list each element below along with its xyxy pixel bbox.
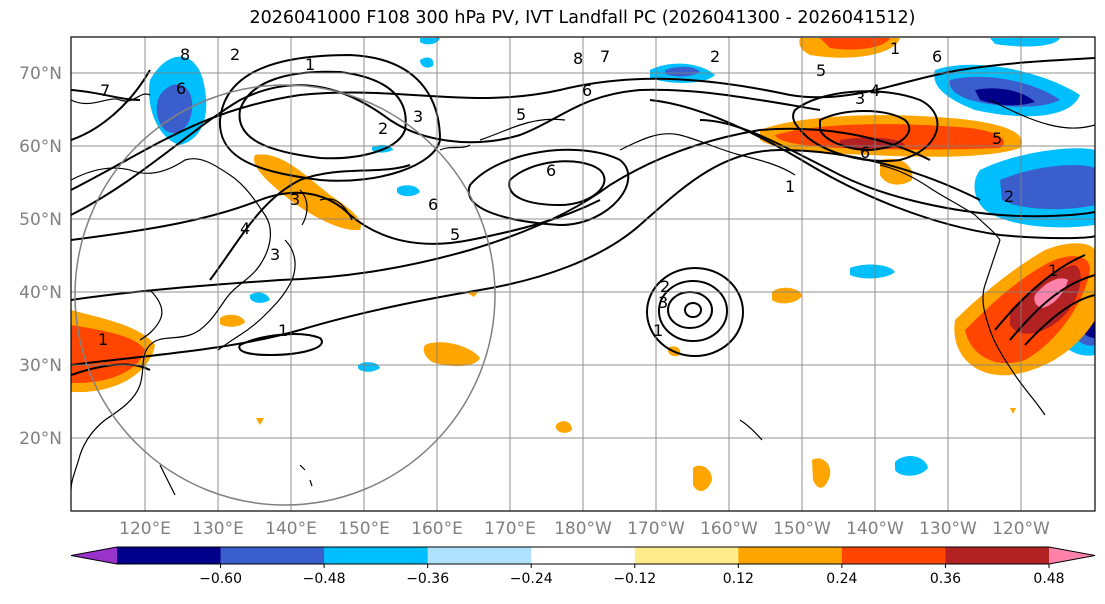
colorbar-tick-label: −0.48 — [303, 571, 346, 587]
contour-label: 1 — [785, 177, 795, 196]
lat-label: 40°N — [19, 283, 62, 303]
colorbar-tick-label: 0.36 — [930, 571, 961, 587]
contour-label: 4 — [240, 219, 250, 238]
colorbar-outline — [70, 546, 1096, 565]
lat-label: 30°N — [19, 356, 62, 376]
contour-label: 6 — [582, 81, 592, 100]
colorbar-extend-low — [71, 547, 117, 564]
longitude-labels: 120°E 130°E 140°E 150°E 160°E 170°E 180°… — [119, 519, 1050, 539]
contour-label: 3 — [270, 245, 280, 264]
colorbar-tick-label: 0.48 — [1033, 571, 1064, 587]
contour-label: 8 — [573, 49, 583, 68]
contour-label: 2 — [1004, 187, 1014, 206]
colorbar: −0.60 −0.48 −0.36 −0.24 −0.12 0.12 0.24 0.36 0.4… — [70, 546, 1096, 587]
colorbar-tick-label: −0.36 — [406, 571, 449, 587]
lon-label: 170°E — [484, 519, 536, 539]
contour-label: 6 — [860, 143, 870, 162]
contour-label: 5 — [450, 225, 460, 244]
pv-contours — [71, 53, 1095, 376]
contour-label: 1 — [98, 330, 108, 349]
graticule — [71, 37, 1095, 511]
contour-label: 1 — [278, 321, 288, 340]
contour-label: 3 — [290, 190, 300, 209]
contour-label: 1 — [1048, 261, 1058, 280]
lon-label: 130°E — [192, 519, 244, 539]
contour-label: 5 — [516, 105, 526, 124]
contour-label: 6 — [428, 195, 438, 214]
colorbar-box — [220, 547, 325, 564]
lat-label: 20°N — [19, 429, 62, 449]
contour-label: 1 — [653, 321, 663, 340]
colorbar-box — [117, 547, 222, 564]
contour-label: 8 — [180, 45, 190, 64]
latitude-labels: 70°N 60°N 50°N 40°N 30°N 20°N — [19, 64, 62, 449]
contour-label: 2 — [660, 277, 670, 296]
contour-label: 5 — [816, 61, 826, 80]
colorbar-tick-label: 0.12 — [723, 571, 754, 587]
map-frame — [70, 36, 1096, 512]
colorbar-box — [945, 547, 1050, 564]
lon-label: 150°W — [773, 519, 831, 539]
contour-label: 6 — [546, 161, 556, 180]
colorbar-tick-label: −0.12 — [613, 571, 656, 587]
contour-label: 7 — [600, 47, 610, 66]
lon-label: 150°E — [338, 519, 390, 539]
colorbar-tick-label: −0.24 — [510, 571, 553, 587]
colorbar-tick-label: 0.24 — [826, 571, 857, 587]
lon-label: 140°W — [846, 519, 904, 539]
lon-label: 130°W — [919, 519, 977, 539]
contour-label: 3 — [855, 89, 865, 108]
lon-label: 180°W — [554, 519, 612, 539]
contour-labels: 7 8 6 2 1 2 3 5 8 7 6 6 6 5 3 4 3 1 1 2 … — [98, 39, 1058, 349]
contour-label: 2 — [710, 47, 720, 66]
coastlines — [71, 93, 1095, 496]
lon-label: 160°E — [411, 519, 463, 539]
reference-circle — [74, 84, 496, 506]
contour-label: 5 — [992, 129, 1002, 148]
lat-label: 60°N — [19, 137, 62, 157]
colorbar-box — [738, 547, 843, 564]
lon-label: 120°E — [119, 519, 171, 539]
contour-label: 2 — [378, 119, 388, 138]
contour-label: 6 — [932, 47, 942, 66]
colorbar-extend-high — [1049, 547, 1095, 564]
contour-label: 2 — [230, 45, 240, 64]
colorbar-box — [841, 547, 946, 564]
lat-label: 70°N — [19, 64, 62, 84]
contour-label: 3 — [658, 293, 668, 312]
contour-label: 1 — [305, 55, 315, 74]
colorbar-box — [634, 547, 739, 564]
lon-label: 160°W — [700, 519, 758, 539]
lon-label: 170°W — [627, 519, 685, 539]
contour-label: 6 — [176, 79, 186, 98]
contour-label: 7 — [100, 81, 110, 100]
contour-label: 1 — [890, 39, 900, 58]
colorbar-box — [531, 547, 636, 564]
contour-label: 3 — [413, 107, 423, 126]
contour-label: 4 — [870, 81, 880, 100]
colorbar-tick-label: −0.60 — [199, 571, 242, 587]
lat-label: 50°N — [19, 210, 62, 230]
colorbar-box — [324, 547, 429, 564]
lon-label: 120°W — [992, 519, 1050, 539]
lon-label: 140°E — [265, 519, 317, 539]
map-title: 2026041000 F108 300 hPa PV, IVT Landfall… — [249, 8, 916, 28]
colorbar-box — [427, 547, 532, 564]
